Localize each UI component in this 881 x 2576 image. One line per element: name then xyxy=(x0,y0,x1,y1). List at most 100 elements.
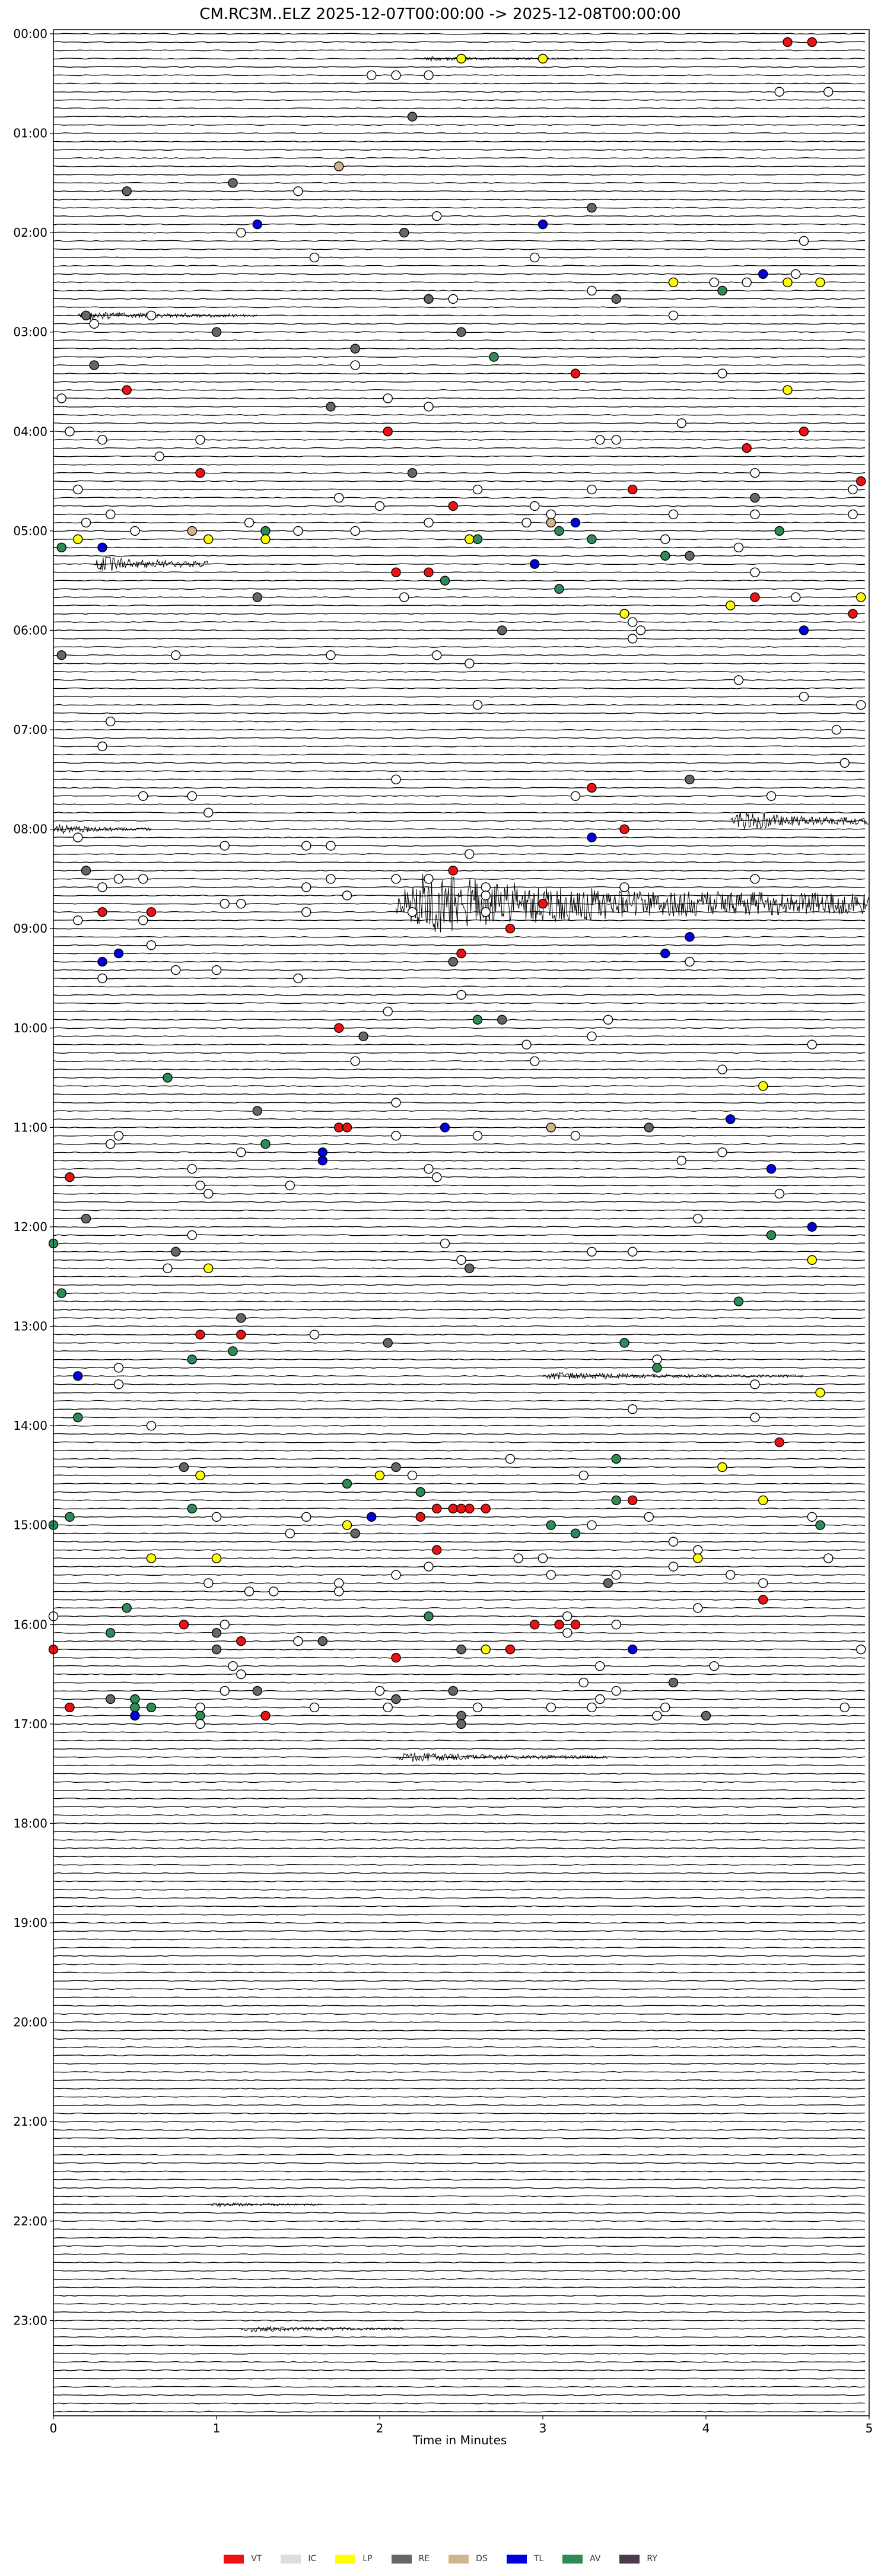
signal-burst xyxy=(241,2325,404,2333)
trace-line xyxy=(53,645,866,648)
trace-line xyxy=(53,1102,866,1103)
event-marker-vt xyxy=(456,948,466,959)
trace-line xyxy=(53,1938,866,1941)
event-marker-re xyxy=(81,1213,91,1224)
event-marker-ds xyxy=(187,526,197,536)
event-marker-ic xyxy=(562,1628,573,1638)
event-marker-ic xyxy=(309,1702,320,1713)
event-marker-av xyxy=(195,1710,205,1721)
event-marker-ic xyxy=(668,509,679,520)
event-marker-ic xyxy=(195,1180,205,1191)
event-marker-ic xyxy=(244,1586,255,1597)
event-marker-re xyxy=(750,492,760,503)
trace-line xyxy=(53,853,865,855)
trace-line xyxy=(53,638,866,640)
event-marker-ic xyxy=(570,1131,581,1141)
trace-line xyxy=(53,1831,866,1833)
event-marker-ic xyxy=(660,1702,670,1713)
trace-line xyxy=(53,2220,866,2222)
trace-line xyxy=(53,530,866,532)
event-marker-lp xyxy=(726,600,736,610)
trace-line xyxy=(53,165,866,167)
event-marker-ic xyxy=(791,269,801,279)
legend-item-ry: RY xyxy=(619,2554,657,2564)
y-tick-label: 21:00 xyxy=(13,2114,47,2129)
legend-label: DS xyxy=(476,2554,488,2564)
event-marker-ic xyxy=(65,427,75,437)
event-marker-ic xyxy=(807,1039,817,1050)
event-marker-vt xyxy=(505,924,516,934)
event-marker-ic xyxy=(717,1147,727,1157)
trace-line xyxy=(53,389,866,391)
event-marker-av xyxy=(56,1288,66,1298)
trace-line xyxy=(53,397,866,399)
trace-line xyxy=(53,762,866,764)
trace-line xyxy=(53,1159,865,1162)
trace-line xyxy=(53,919,866,921)
trace-line xyxy=(53,190,866,192)
event-marker-ic xyxy=(424,1164,434,1174)
trace-line xyxy=(53,902,866,905)
trace-line xyxy=(53,1466,866,1468)
event-marker-vt xyxy=(587,783,597,793)
signal-burst xyxy=(396,873,869,933)
trace-line xyxy=(53,1035,866,1038)
event-marker-ic xyxy=(791,592,801,602)
event-marker-ic xyxy=(97,973,107,984)
trace-line xyxy=(53,2327,866,2330)
event-marker-ic xyxy=(481,907,491,917)
event-marker-ic xyxy=(187,1230,197,1241)
trace-line xyxy=(53,132,866,135)
trace-line xyxy=(53,2170,866,2173)
trace-line xyxy=(53,182,866,184)
event-marker-lp xyxy=(374,1470,385,1481)
event-marker-ds xyxy=(546,1122,556,1133)
event-marker-ic xyxy=(171,965,181,975)
event-marker-ic xyxy=(383,393,393,403)
event-marker-ic xyxy=(481,891,491,901)
event-marker-lp xyxy=(783,277,793,288)
event-marker-vt xyxy=(774,1437,784,1448)
event-marker-re xyxy=(358,1031,368,1041)
trace-line xyxy=(53,82,865,85)
event-marker-ic xyxy=(424,874,434,884)
trace-line xyxy=(53,969,866,971)
event-marker-vt xyxy=(505,1645,516,1655)
trace-line xyxy=(53,290,865,292)
trace-line xyxy=(53,1656,866,1659)
trace-line xyxy=(53,2179,866,2181)
y-tick-label: 08:00 xyxy=(13,822,47,837)
event-marker-av xyxy=(652,1363,662,1373)
trace-line xyxy=(53,1234,866,1236)
event-marker-ic xyxy=(334,1578,344,1588)
event-marker-re xyxy=(317,1636,327,1646)
event-marker-ic xyxy=(472,699,483,710)
trace-line xyxy=(53,538,866,540)
event-marker-ic xyxy=(334,1586,344,1597)
event-marker-lp xyxy=(195,1470,205,1481)
event-marker-ic xyxy=(187,791,197,801)
trace-line xyxy=(53,911,866,913)
trace-line xyxy=(53,1184,866,1187)
event-marker-ic xyxy=(750,1412,760,1423)
event-marker-lp xyxy=(465,534,475,545)
event-marker-ic xyxy=(660,534,670,545)
event-marker-av xyxy=(815,1520,825,1530)
event-marker-re xyxy=(685,551,695,561)
event-marker-ic xyxy=(326,874,336,884)
event-marker-ic xyxy=(113,874,124,884)
trace-line xyxy=(53,613,866,615)
event-marker-ic xyxy=(595,435,605,445)
event-marker-ic xyxy=(407,1470,418,1481)
event-marker-av xyxy=(546,1520,556,1530)
trace-line xyxy=(53,2137,866,2139)
event-marker-ic xyxy=(848,509,858,520)
event-marker-av xyxy=(611,1495,621,1506)
trace-line xyxy=(53,356,866,358)
event-marker-vt xyxy=(448,501,458,511)
trace-line xyxy=(53,555,866,557)
trace-line xyxy=(53,1880,866,1882)
trace-line xyxy=(53,778,866,781)
event-marker-re xyxy=(106,1694,116,1704)
event-marker-ic xyxy=(807,1512,817,1522)
